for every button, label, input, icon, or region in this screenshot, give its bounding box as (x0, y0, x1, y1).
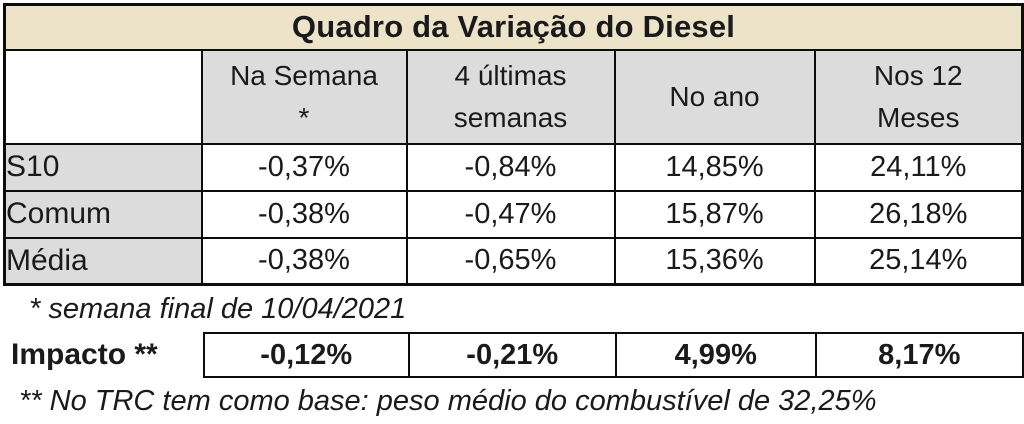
column-header-12-months: Nos 12 Meses (813, 48, 1024, 145)
value-cell: 15,36% (613, 236, 816, 286)
table-row-comum: Comum -0,38% -0,47% 15,87% 26,18% (3, 189, 1024, 239)
value-cell: -0,38% (200, 236, 408, 286)
column-header-year: No ano (613, 48, 816, 145)
column-header-last-4-weeks: 4 últimas semanas (405, 48, 616, 145)
value-cell: -0,84% (405, 142, 616, 192)
corner-cell (3, 48, 203, 145)
footnote-impact: ** No TRC tem como base: peso médio do c… (19, 385, 877, 417)
value-cell: 26,18% (813, 189, 1024, 239)
table-row-media: Média -0,38% -0,65% 15,36% 25,14% (3, 236, 1024, 286)
row-label-comum: Comum (3, 189, 203, 239)
value-cell: 14,85% (613, 142, 816, 192)
table-row-s10: S10 -0,37% -0,84% 14,85% 24,11% (3, 142, 1024, 192)
impact-label: Impacto ** (11, 338, 158, 371)
footnote-week: * semana final de 10/04/2021 (29, 293, 407, 325)
row-label-media: Média (3, 236, 203, 286)
value-cell: 25,14% (813, 236, 1024, 286)
impact-value-year: 4,99% (614, 334, 815, 376)
value-cell: -0,37% (200, 142, 408, 192)
column-header-week: Na Semana * (200, 48, 408, 145)
diesel-variation-table: Quadro da Variação do Diesel Na Semana *… (3, 3, 1024, 286)
value-cell: 24,11% (813, 142, 1024, 192)
row-label-s10: S10 (3, 142, 203, 192)
impact-value-week: -0,12% (260, 338, 353, 371)
impact-cells: -0,12% -0,21% 4,99% 8,17% (203, 332, 1024, 378)
impact-row: Impacto ** -0,12% -0,21% 4,99% 8,17% (6, 332, 1024, 378)
value-cell: -0,65% (405, 236, 616, 286)
table-title: Quadro da Variação do Diesel (3, 3, 1024, 51)
title-row: Quadro da Variação do Diesel (3, 3, 1024, 51)
value-cell: -0,38% (200, 189, 408, 239)
value-cell: 15,87% (613, 189, 816, 239)
value-cell: -0,47% (405, 189, 616, 239)
impact-value-12-months: 8,17% (814, 334, 1022, 376)
impact-value-last-4-weeks: -0,21% (407, 334, 615, 376)
header-row: Na Semana * 4 últimas semanas No ano Nos… (3, 48, 1024, 145)
